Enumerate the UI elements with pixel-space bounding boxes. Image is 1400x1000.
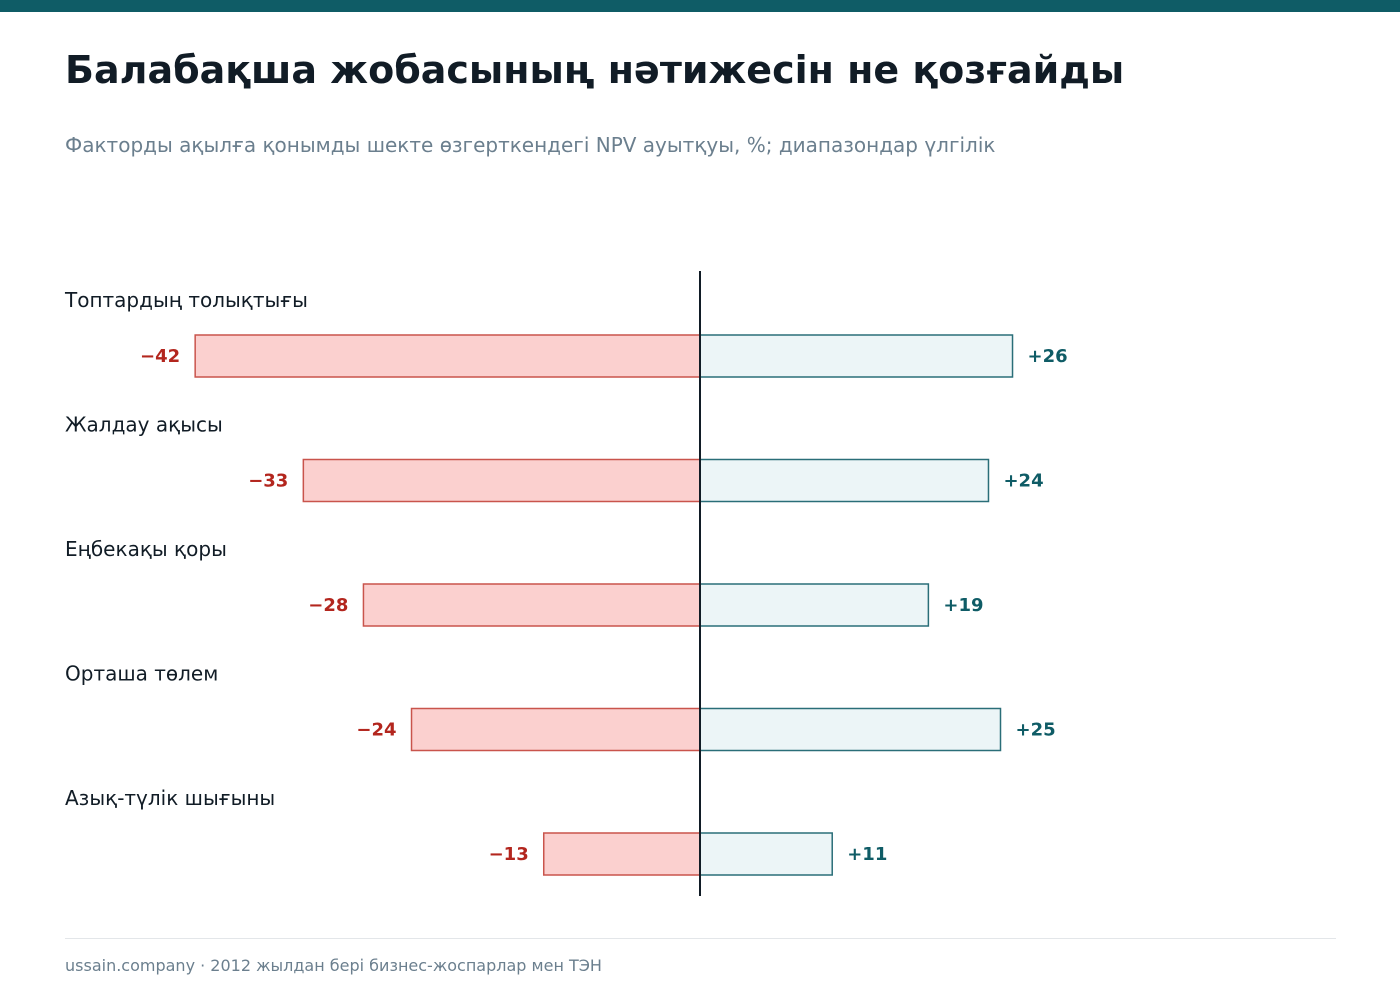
top-accent-bar [0, 0, 1400, 12]
negative-bar [194, 334, 701, 378]
negative-value-label: −28 [308, 595, 348, 616]
negative-bar [410, 707, 701, 752]
negative-bar [302, 458, 701, 503]
positive-value-label: +19 [943, 595, 983, 616]
positive-bar [699, 832, 833, 876]
page-title: Балабақша жобасының нәтижесін не қозғайд… [65, 48, 1125, 92]
positive-bar [699, 583, 930, 627]
negative-bar [362, 583, 701, 627]
negative-value-label: −13 [489, 844, 529, 865]
negative-value-label: −24 [356, 720, 396, 741]
page-subtitle: Факторды ақылға қонымды шекте өзгерткенд… [65, 133, 996, 157]
category-label: Жалдау ақысы [65, 413, 223, 437]
positive-value-label: +26 [1028, 346, 1068, 367]
negative-bar [542, 832, 701, 876]
category-label: Еңбекақы қоры [65, 537, 227, 561]
category-label: Орташа төлем [65, 662, 218, 686]
positive-value-label: +24 [1003, 471, 1043, 492]
positive-bar [699, 458, 990, 503]
category-label: Азық-түлік шығыны [65, 786, 275, 810]
footer-divider [65, 938, 1336, 939]
negative-value-label: −33 [248, 471, 288, 492]
footer-credit: ussain.company · 2012 жылдан бері бизнес… [65, 956, 602, 975]
positive-value-label: +11 [847, 844, 887, 865]
positive-bar [699, 334, 1014, 378]
negative-value-label: −42 [140, 346, 180, 367]
positive-bar [699, 707, 1002, 752]
positive-value-label: +25 [1016, 720, 1056, 741]
category-label: Топтардың толықтығы [64, 288, 308, 312]
